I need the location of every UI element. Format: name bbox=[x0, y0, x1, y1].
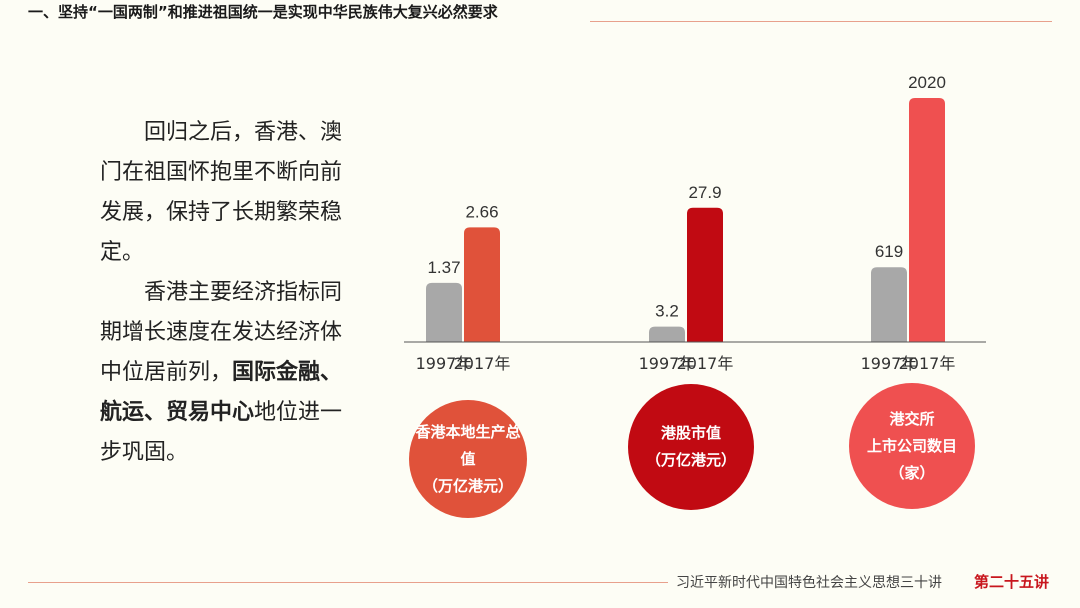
category-label-2-0: 1997年 bbox=[861, 354, 918, 373]
bar-1-0 bbox=[649, 326, 685, 342]
category-circle-0-line-1: （万亿港元） bbox=[422, 476, 513, 495]
category-circle-1-line-1: （万亿港元） bbox=[645, 451, 736, 469]
category-label-0-0: 1997年 bbox=[416, 354, 473, 373]
category-circle-1-line-0: 港股市值 bbox=[660, 424, 721, 442]
value-label-1-1: 27.9 bbox=[688, 183, 721, 202]
footer-series-title: 习近平新时代中国特色社会主义思想三十讲 bbox=[676, 575, 942, 591]
paragraph-2-bold: 国际金融、航运、贸易中心 bbox=[100, 360, 343, 425]
paragraph-2-end: 地位进一步巩固。 bbox=[100, 400, 343, 465]
value-label-2-0: 619 bbox=[875, 242, 903, 261]
bar-0-1 bbox=[464, 227, 500, 342]
value-label-1-0: 3.2 bbox=[655, 302, 679, 321]
category-label-0-1: 2017年 bbox=[454, 354, 511, 373]
value-label-2-1: 2020 bbox=[908, 73, 946, 92]
page-title: 一、坚持“一国两制”和推进祖国统一是实现中华民族伟大复兴必然要求 bbox=[28, 3, 498, 21]
category-circle-0: 香港本地生产总值 （万亿港元） bbox=[409, 400, 527, 518]
category-label-2-1: 2017年 bbox=[899, 354, 956, 373]
category-circle-2-line-1: 上市公司数目 bbox=[866, 436, 957, 455]
category-label-1-0: 1997年 bbox=[639, 354, 696, 373]
paragraph-2: 香港主要经济指标同期增长速度在发达经济体中位居前列，国际金融、航运、贸易中心地位… bbox=[100, 273, 350, 473]
category-circle-2: 港交所上市公司数目 （家） bbox=[849, 383, 975, 509]
paragraph-2-text: 香港主要经济指标同期增长速度在发达经济体中位居前列， bbox=[100, 280, 343, 385]
footer-lecture-number: 第二十五讲 bbox=[974, 573, 1050, 591]
paragraph-1: 回归之后，香港、澳门在祖国怀抱里不断向前发展，保持了长期繁荣稳定。 bbox=[100, 120, 343, 265]
value-label-0-1: 2.66 bbox=[465, 202, 498, 221]
bar-2-1 bbox=[909, 98, 945, 342]
category-label-1-1: 2017年 bbox=[677, 354, 734, 373]
bar-2-0 bbox=[871, 267, 907, 342]
category-circle-1: 港股市值 （万亿港元） bbox=[628, 384, 754, 510]
header-divider bbox=[590, 21, 1052, 22]
footer-divider bbox=[28, 582, 668, 583]
category-circle-2-line-0: 港交所 bbox=[889, 409, 935, 428]
category-circle-0-line-0: 香港本地生产总值 bbox=[415, 422, 521, 468]
bar-0-0 bbox=[426, 282, 462, 342]
category-circle-2-line-2: （家） bbox=[889, 463, 935, 482]
bar-1-1 bbox=[687, 207, 723, 342]
value-label-0-0: 1.37 bbox=[427, 258, 460, 277]
body-text: 回归之后，香港、澳门在祖国怀抱里不断向前发展，保持了长期繁荣稳定。 香港主要经济… bbox=[100, 113, 350, 473]
